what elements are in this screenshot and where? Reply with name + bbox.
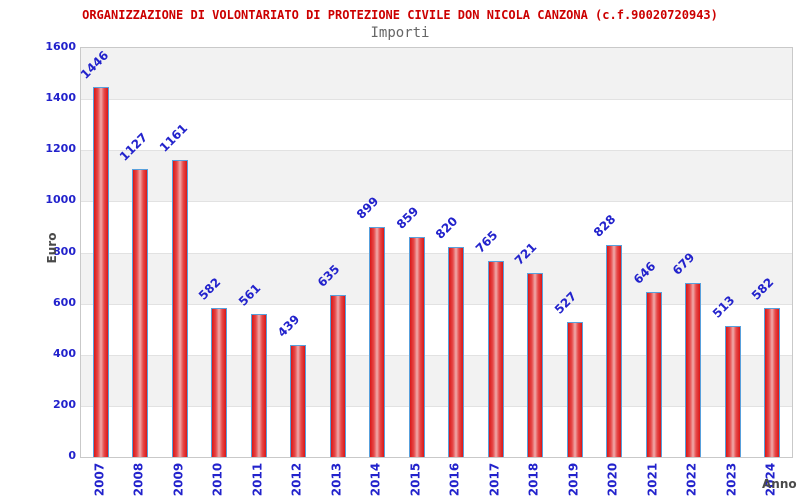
- y-tick-label: 600: [53, 295, 76, 309]
- bar: [764, 308, 781, 457]
- x-tick-label: 2014: [368, 462, 383, 497]
- plot-band: [81, 354, 792, 406]
- x-tick-label: 2023: [724, 462, 739, 497]
- y-tick-label: 1600: [45, 40, 76, 53]
- gridline: [81, 303, 792, 305]
- plot-band: [81, 48, 792, 100]
- plot-band: [81, 150, 792, 202]
- y-tick-label: 0: [68, 449, 76, 462]
- chart-title: ORGANIZZAZIONE DI VOLONTARIATO DI PROTEZ…: [82, 8, 718, 22]
- x-tick-label: 2012: [289, 462, 304, 497]
- bar: [329, 294, 346, 457]
- bar: [290, 344, 307, 457]
- plot-area: [80, 47, 793, 458]
- y-tick-label: 1000: [45, 193, 76, 207]
- x-tick-label: 2011: [250, 462, 265, 497]
- bar: [606, 245, 623, 457]
- x-tick-label: 2013: [329, 462, 344, 497]
- x-tick-label: 2008: [131, 462, 146, 497]
- gridline: [81, 99, 792, 101]
- bar: [369, 227, 386, 457]
- x-tick-label: 2007: [92, 462, 107, 497]
- y-axis-title: Euro: [45, 232, 59, 264]
- x-tick-label: 2016: [447, 462, 462, 497]
- x-axis-title: Anno: [762, 477, 797, 491]
- plot-band: [81, 252, 792, 304]
- bar: [132, 168, 149, 457]
- y-tick-label: 400: [53, 346, 76, 360]
- bar: [92, 87, 109, 457]
- plot-band: [81, 303, 792, 355]
- x-tick-label: 2019: [566, 462, 581, 497]
- gridline: [81, 252, 792, 254]
- y-tick-label: 200: [53, 397, 76, 411]
- plot-band: [81, 201, 792, 253]
- bar: [527, 272, 544, 457]
- x-tick-label: 2020: [605, 462, 620, 497]
- bar: [487, 261, 504, 457]
- x-tick-label: 2009: [171, 462, 186, 497]
- chart-subtitle: Importi: [370, 25, 430, 41]
- y-tick-label: 1400: [45, 91, 76, 105]
- bar: [448, 247, 465, 457]
- x-tick-label: 2017: [487, 462, 502, 497]
- bar: [685, 283, 702, 457]
- plot-band: [81, 405, 792, 457]
- bar: [645, 291, 662, 457]
- gridline: [81, 201, 792, 203]
- x-tick-label: 2010: [210, 462, 225, 497]
- x-tick-label: 2021: [645, 462, 660, 497]
- gridline: [81, 405, 792, 407]
- bar: [566, 322, 583, 457]
- bar: [250, 313, 267, 457]
- bar: [724, 325, 741, 457]
- x-tick-label: 2022: [684, 462, 699, 497]
- y-tick-label: 1200: [45, 142, 76, 156]
- gridline: [81, 354, 792, 356]
- bar: [408, 237, 425, 457]
- x-tick-label: 2015: [408, 462, 423, 497]
- gridline: [81, 150, 792, 152]
- x-tick-label: 2018: [526, 462, 541, 497]
- plot-band: [81, 99, 792, 151]
- bar: [171, 160, 188, 457]
- bar: [211, 308, 228, 457]
